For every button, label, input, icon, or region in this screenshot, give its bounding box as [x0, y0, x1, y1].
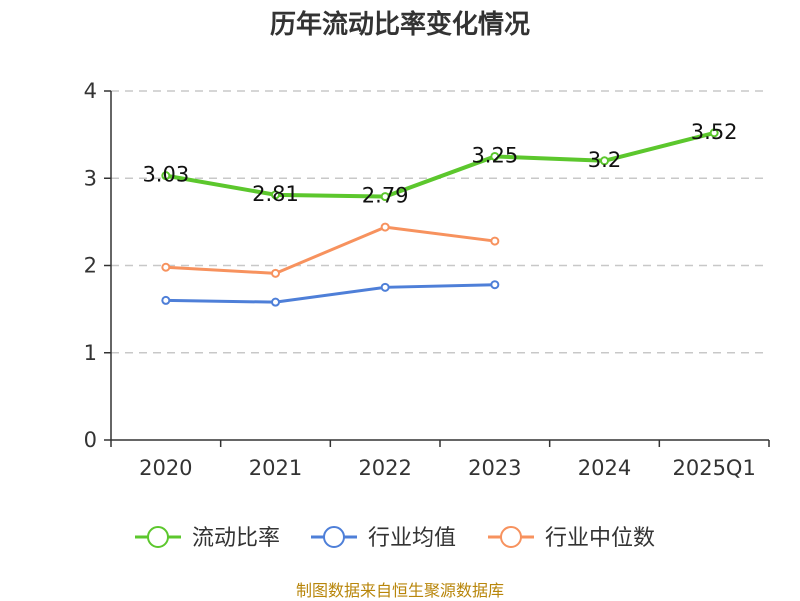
- x-tick-label: 2021: [249, 456, 302, 480]
- x-tick-label: 2023: [468, 456, 521, 480]
- legend-item-0: 流动比率: [135, 526, 280, 551]
- data-labels: 3.03 2.81 2.79 3.25 3.2 3.52: [142, 120, 737, 208]
- y-tick-label: 4: [84, 79, 97, 103]
- data-point: [271, 268, 280, 278]
- data-point: [380, 192, 390, 202]
- data-point: [380, 282, 390, 292]
- legend-item-2: 行业中位数: [488, 526, 655, 551]
- legend-label: 行业中位数: [545, 526, 655, 551]
- data-source-note: 制图数据来自恒生聚源数据库: [295, 581, 504, 600]
- data-point: [490, 280, 500, 290]
- legend-item-1: 行业均值: [311, 526, 456, 551]
- y-tick-label: 1: [84, 341, 97, 365]
- data-point: [271, 190, 280, 200]
- series-line-2: [165, 225, 496, 275]
- data-label: 2.79: [362, 184, 409, 208]
- data-point: [161, 295, 171, 305]
- data-point: [380, 222, 390, 232]
- axes: 0 1 2 3 4 2020 2021 2022 2023 2024 2025Q1: [84, 79, 770, 480]
- y-tick-label: 0: [84, 428, 97, 452]
- legend-marker: [323, 526, 345, 548]
- grid-lines: [111, 90, 769, 354]
- data-label: 3.03: [142, 163, 189, 187]
- data-point: [709, 128, 719, 138]
- data-label: 3.2: [588, 148, 621, 172]
- data-label: 3.25: [471, 143, 518, 167]
- series-line-0: [165, 130, 715, 199]
- series-lines: [161, 128, 719, 307]
- data-point: [161, 171, 171, 181]
- x-tick-label: 2022: [358, 456, 411, 480]
- data-point: [271, 297, 280, 307]
- data-point: [600, 156, 609, 166]
- data-point: [490, 236, 500, 246]
- legend-marker: [500, 526, 522, 548]
- data-label: 3.52: [691, 120, 738, 144]
- data-point: [490, 151, 500, 161]
- x-tick-label: 2024: [578, 456, 631, 480]
- data-point: [161, 262, 171, 272]
- chart-title: 历年流动比率变化情况: [269, 10, 530, 40]
- legend: 流动比率 行业均值 行业中位数: [135, 526, 655, 551]
- legend-label: 流动比率: [192, 526, 280, 551]
- x-tick-label: 2025Q1: [672, 456, 755, 480]
- y-tick-label: 2: [84, 254, 97, 278]
- legend-marker: [147, 526, 169, 548]
- series-line-1: [165, 283, 495, 304]
- data-label: 2.81: [252, 182, 299, 206]
- x-tick-label: 2020: [139, 456, 192, 480]
- y-tick-label: 3: [84, 166, 97, 190]
- legend-label: 行业均值: [368, 526, 456, 551]
